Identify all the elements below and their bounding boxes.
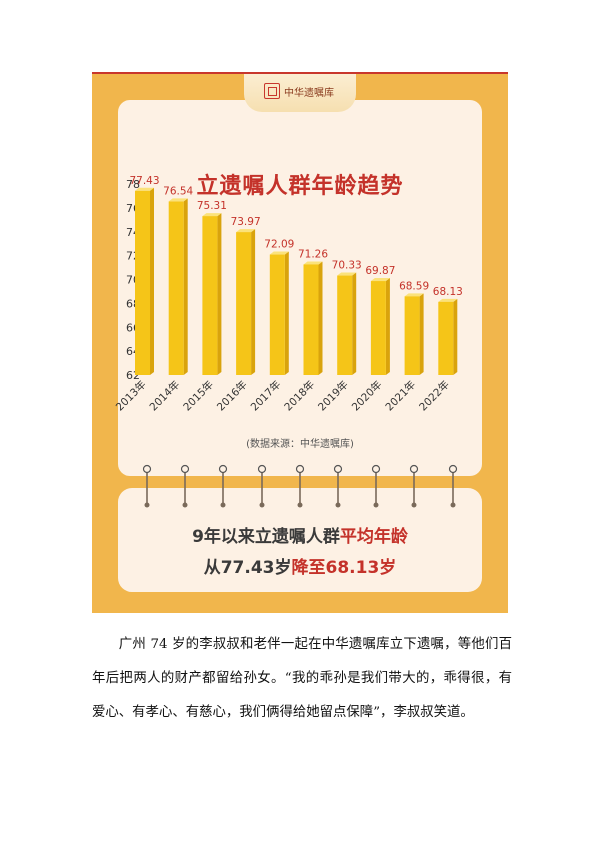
y-tick-label: 78 — [126, 178, 140, 191]
bar-top — [404, 293, 424, 297]
data-label: 75.31 — [197, 200, 227, 212]
bar-top — [337, 272, 357, 276]
bar-side — [251, 229, 256, 375]
bar-top — [202, 213, 222, 217]
infographic: 中华遗嘱库 立遗嘱人群年龄趋势 62 64 66 68 70 72 74 76 78 77.43 2… — [92, 72, 508, 613]
bar — [303, 264, 319, 375]
summary-highlight: 平均年龄 — [339, 527, 408, 547]
summary-line-2: 从77.43岁降至68.13岁 — [92, 553, 508, 578]
data-label: 76.54 — [163, 185, 193, 197]
bar-side — [217, 213, 222, 375]
ring-icon — [180, 464, 190, 508]
data-label: 68.59 — [399, 280, 429, 292]
bar — [337, 275, 353, 375]
data-label: 77.43 — [129, 175, 159, 187]
bar-side — [352, 272, 357, 375]
bar-side — [284, 251, 289, 375]
bar — [438, 301, 454, 375]
bar-top — [135, 187, 154, 191]
ring-icon — [295, 464, 305, 508]
bar-top — [269, 251, 289, 255]
bar-top — [236, 229, 256, 233]
binder-rings — [142, 464, 458, 508]
data-label: 72.09 — [264, 239, 294, 251]
ring-icon — [333, 464, 343, 508]
seal-icon — [264, 83, 280, 99]
article-body: 广州 74 岁的李叔叔和老伴一起在中华遗嘱库立下遗嘱，等他们百年后把两人的财产都… — [92, 628, 512, 730]
data-label: 71.26 — [298, 248, 328, 260]
source-note: (数据来源：中华遗嘱库) — [246, 439, 354, 450]
ring-icon — [142, 464, 152, 508]
bar — [135, 190, 150, 375]
summary-highlight: 降至68.13岁 — [291, 558, 397, 578]
ring-icon — [371, 464, 381, 508]
summary-line-1: 9年以来立遗嘱人群平均年龄 — [92, 522, 508, 547]
data-label: 73.97 — [231, 216, 261, 228]
summary-text: 从77.43岁 — [203, 558, 292, 578]
bar — [370, 281, 386, 375]
data-label: 70.33 — [332, 260, 362, 272]
bar-top — [168, 198, 188, 202]
bar-top — [438, 298, 458, 302]
data-label: 69.87 — [365, 265, 395, 277]
top-rule — [92, 72, 508, 74]
bar-side — [150, 187, 154, 375]
bar-side — [318, 261, 323, 375]
summary-text: 9年以来立遗嘱人群 — [192, 527, 340, 547]
bar-chart: 62646668707274767877.432013年76.542014年75… — [113, 175, 463, 414]
bar — [269, 254, 285, 375]
bar-side — [453, 298, 458, 375]
bar-top — [370, 278, 390, 282]
logo-banner: 中华遗嘱库 — [244, 74, 356, 112]
ring-icon — [448, 464, 458, 508]
logo-text: 中华遗嘱库 — [284, 88, 334, 99]
bar-side — [419, 293, 424, 375]
bar-side — [385, 278, 390, 375]
bar — [168, 201, 184, 375]
article-paragraph: 广州 74 岁的李叔叔和老伴一起在中华遗嘱库立下遗嘱，等他们百年后把两人的财产都… — [92, 637, 512, 720]
bar — [404, 296, 420, 375]
ring-icon — [409, 464, 419, 508]
bar — [202, 216, 218, 375]
chart-title: 立遗嘱人群年龄趋势 — [196, 174, 404, 199]
bar-top — [303, 261, 323, 265]
data-label: 68.13 — [433, 286, 463, 298]
ring-icon — [257, 464, 267, 508]
bar — [236, 232, 252, 375]
bar-side — [183, 198, 188, 375]
ring-icon — [218, 464, 228, 508]
